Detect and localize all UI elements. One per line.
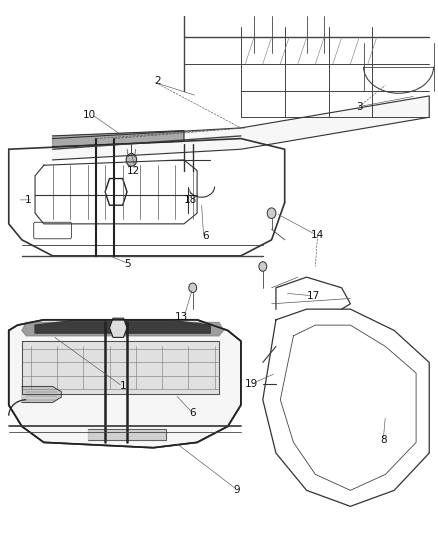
- Polygon shape: [22, 322, 223, 336]
- Circle shape: [259, 262, 267, 271]
- Circle shape: [267, 208, 276, 219]
- Text: 12: 12: [127, 166, 140, 175]
- Text: 17: 17: [307, 291, 320, 301]
- Circle shape: [126, 154, 137, 166]
- Text: 14: 14: [311, 230, 324, 239]
- Text: 18: 18: [184, 195, 197, 205]
- Polygon shape: [22, 386, 61, 402]
- Polygon shape: [88, 429, 166, 440]
- Circle shape: [189, 283, 197, 293]
- Polygon shape: [53, 131, 184, 147]
- Polygon shape: [53, 96, 429, 160]
- Text: 19: 19: [245, 379, 258, 389]
- Text: 3: 3: [356, 102, 363, 111]
- Polygon shape: [35, 320, 210, 333]
- Text: 6: 6: [189, 408, 196, 418]
- Text: 2: 2: [154, 76, 161, 86]
- Text: 9: 9: [233, 486, 240, 495]
- Polygon shape: [110, 318, 127, 337]
- Text: 6: 6: [202, 231, 209, 240]
- Text: 1: 1: [25, 195, 32, 205]
- Polygon shape: [22, 341, 219, 394]
- Polygon shape: [9, 320, 241, 448]
- Text: 8: 8: [380, 435, 387, 445]
- Text: 5: 5: [124, 259, 131, 269]
- Text: 13: 13: [175, 312, 188, 322]
- Text: 10: 10: [83, 110, 96, 119]
- Text: 1: 1: [119, 382, 126, 391]
